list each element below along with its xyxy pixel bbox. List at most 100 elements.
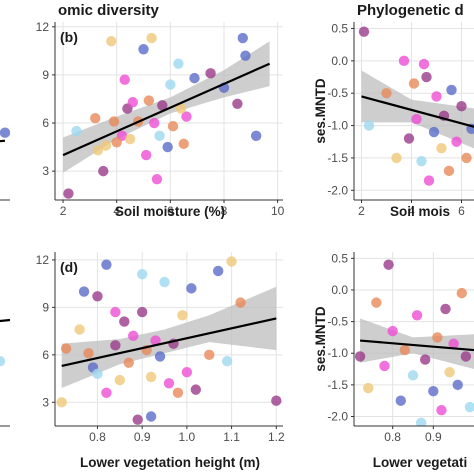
data-point	[60, 343, 72, 354]
header-left: omic diversity	[58, 2, 160, 19]
data-point	[128, 330, 139, 342]
regression-line	[360, 339, 474, 352]
data-point	[419, 354, 431, 365]
data-point	[167, 121, 179, 132]
x-tick-label: 0.8	[89, 430, 106, 444]
plot-area	[55, 252, 283, 426]
regression-line	[361, 95, 474, 128]
y-axis-label: ses.MNTD	[313, 306, 328, 372]
y-tick-label: 9	[42, 300, 49, 314]
x-tick-label: 0.9	[134, 430, 151, 444]
data-point	[101, 259, 112, 270]
y-tick-label: 6	[42, 348, 49, 362]
x-tick-label: 10	[271, 204, 285, 218]
data-point	[428, 126, 440, 138]
data-point	[108, 116, 120, 127]
data-point	[387, 325, 398, 337]
data-point	[151, 173, 163, 185]
data-point	[221, 355, 233, 367]
confidence-band	[61, 286, 277, 389]
data-point	[456, 287, 467, 299]
data-point	[448, 338, 459, 349]
plot-area	[354, 22, 474, 200]
y-tick-label: 3	[42, 395, 49, 409]
data-point	[407, 370, 419, 381]
data-point	[149, 117, 160, 129]
data-point	[145, 371, 157, 383]
data-point	[136, 268, 148, 280]
data-point	[432, 332, 443, 343]
data-point	[418, 58, 430, 70]
data-point	[63, 188, 74, 199]
data-point	[181, 111, 192, 122]
data-point	[172, 387, 184, 398]
x-axis-label: Soil mois	[390, 204, 450, 219]
data-point	[452, 379, 463, 391]
data-point	[71, 125, 82, 137]
data-point	[154, 130, 165, 142]
data-point	[92, 368, 103, 379]
data-point	[443, 165, 455, 177]
y-tick-label: -0.5	[327, 86, 348, 100]
data-point	[74, 324, 85, 335]
data-point	[146, 32, 157, 44]
x-axis-label: Lower vegetation height (m)	[80, 455, 260, 470]
x-tick-label: 0.9	[425, 430, 442, 444]
data-point	[428, 386, 439, 397]
plot-background	[0, 22, 10, 200]
data-point	[431, 91, 442, 102]
panel-label: (d)	[60, 259, 78, 275]
data-point	[90, 113, 101, 124]
data-point	[212, 265, 224, 277]
data-point	[205, 68, 216, 79]
data-point	[391, 152, 402, 164]
data-point	[440, 303, 451, 315]
data-point	[175, 103, 187, 114]
data-point	[178, 138, 189, 150]
data-point	[446, 84, 457, 96]
panel-label: (b)	[60, 29, 78, 45]
regression-line	[61, 317, 277, 367]
x-tick-label: 2	[358, 204, 365, 218]
data-point	[162, 141, 173, 153]
data-point	[78, 286, 90, 297]
data-point	[451, 136, 462, 147]
y-tick-label: -1.0	[327, 346, 348, 360]
plot-area	[55, 22, 283, 200]
data-point	[111, 137, 122, 148]
data-point	[395, 395, 406, 406]
x-tick-label: 6	[167, 204, 174, 218]
data-point	[177, 310, 188, 321]
data-point	[399, 344, 411, 356]
x-tick-label: 2	[60, 204, 67, 218]
data-point	[415, 417, 427, 426]
data-point	[363, 382, 374, 394]
data-point	[271, 395, 282, 406]
data-point	[157, 100, 168, 111]
panel-right_top: 2 4 6 0.5 0.0 -0.5 -1.0 -1.5 -2.0 Soil mois ses.MN…	[313, 21, 474, 219]
panel-d: 0.8 0.9 1.0 1.1 1.2 3 6 9 12 (d) Lower vegetation …	[36, 252, 285, 470]
data-point	[436, 143, 447, 154]
x-tick-label: 1.0	[179, 430, 196, 444]
data-point	[416, 155, 427, 167]
x-tick-label: 8	[221, 204, 228, 218]
y-tick-label: 6	[42, 116, 49, 130]
panel-left_bottom: 00	[0, 252, 10, 427]
x-tick-label: 1.1	[223, 430, 240, 444]
plot-area	[0, 252, 10, 426]
data-point	[145, 411, 157, 422]
x-tick-label: 6	[458, 204, 465, 218]
data-point	[461, 152, 472, 164]
data-point	[240, 50, 251, 61]
data-point	[190, 384, 202, 395]
data-point	[226, 256, 237, 267]
data-point	[119, 316, 130, 327]
data-point	[456, 100, 467, 112]
data-point	[423, 175, 435, 186]
data-point	[163, 378, 175, 389]
y-tick-label: -1.5	[327, 151, 348, 165]
data-point	[408, 78, 420, 89]
y-tick-label: 12	[36, 20, 50, 34]
data-point	[381, 88, 392, 99]
